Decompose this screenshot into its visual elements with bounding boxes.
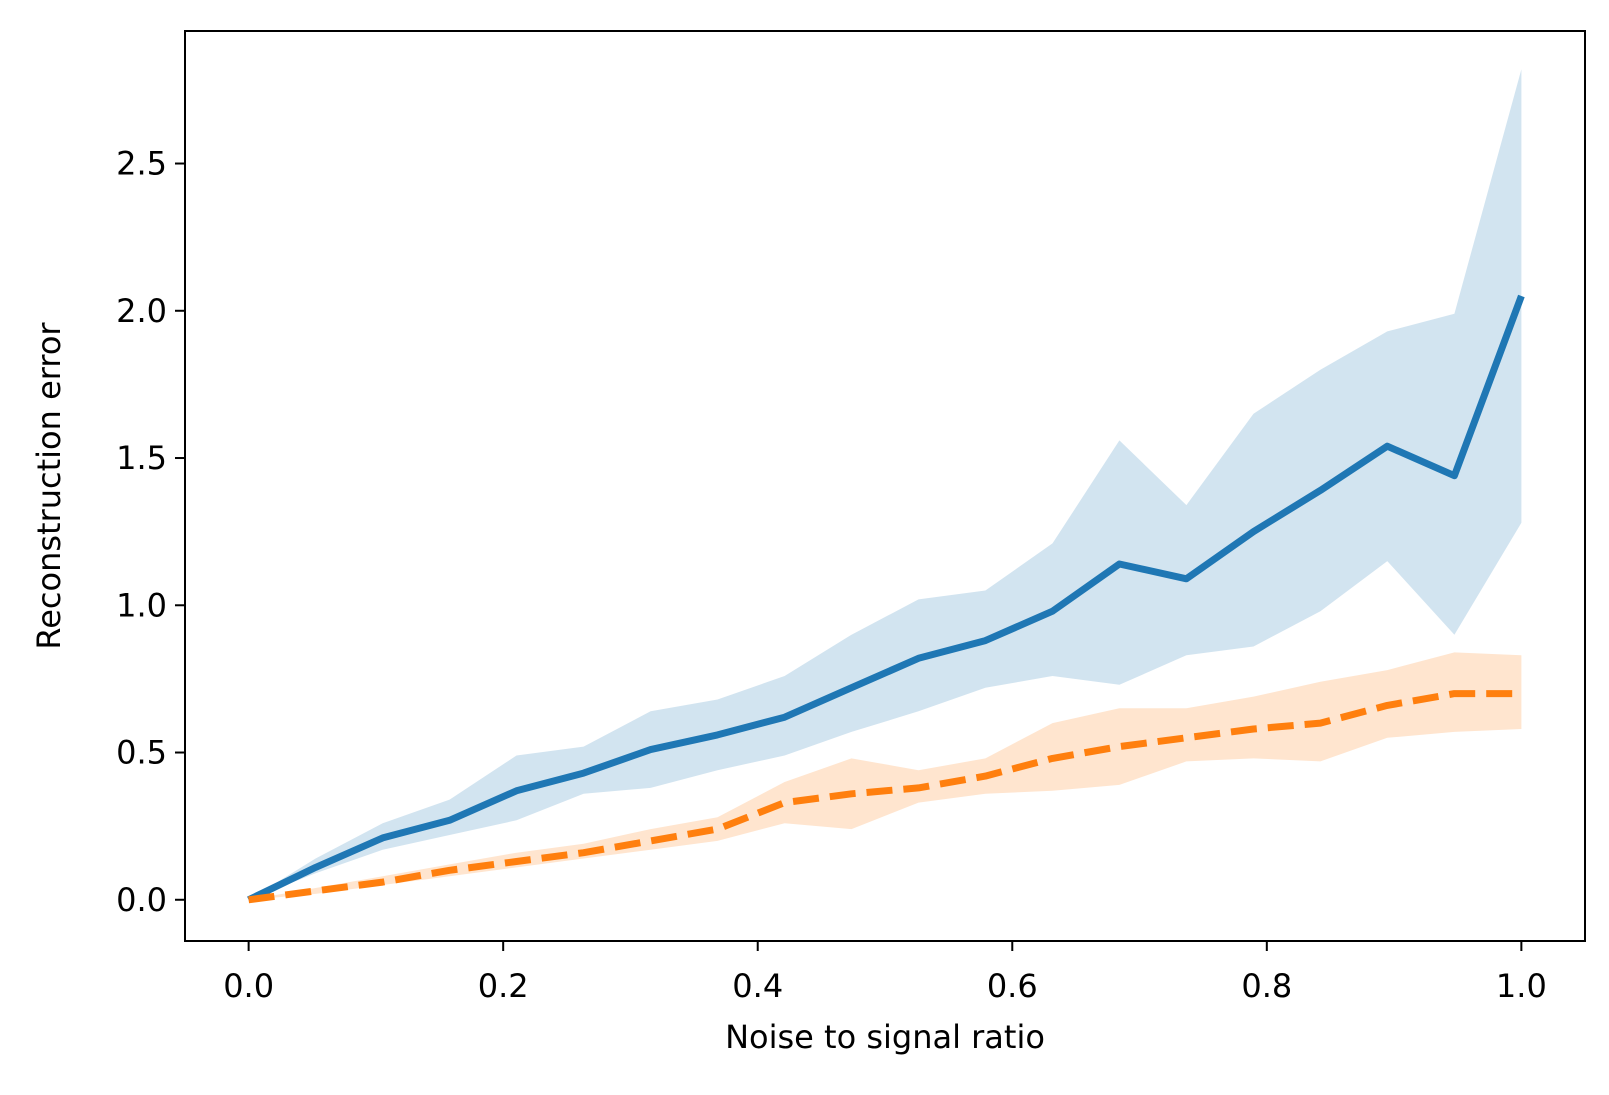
plot-area-frame (184, 30, 1586, 942)
confidence-band-2 (248, 652, 1522, 900)
y-tick-label: 2.0 (116, 292, 167, 330)
confidence-band-1 (248, 69, 1522, 900)
x-tick-label: 1.0 (1496, 967, 1547, 1005)
x-tick-label: 0.8 (1241, 967, 1292, 1005)
x-tick-label: 0.0 (223, 967, 274, 1005)
x-tick-label: 0.4 (732, 967, 783, 1005)
y-axis-ticks: 0.0 0.5 1.0 1.5 2.0 2.5 (116, 145, 185, 919)
y-axis-label: Reconstruction error (30, 322, 68, 650)
series-line-1 (247, 294, 1525, 903)
y-tick-label: 1.5 (116, 439, 167, 477)
x-tick-label: 0.2 (478, 967, 529, 1005)
x-axis-label: Noise to signal ratio (725, 1018, 1045, 1056)
y-tick-label: 0.0 (116, 881, 167, 919)
confidence-bands (248, 69, 1522, 900)
x-tick-label: 0.6 (987, 967, 1038, 1005)
y-tick-label: 1.0 (116, 586, 167, 624)
series-lines (247, 294, 1525, 904)
y-tick-label: 2.5 (116, 145, 167, 183)
series-line-2 (248, 690, 1522, 904)
x-axis-ticks: 0.0 0.2 0.4 0.6 0.8 1.0 (223, 941, 1547, 1005)
y-tick-label: 0.5 (116, 734, 167, 772)
